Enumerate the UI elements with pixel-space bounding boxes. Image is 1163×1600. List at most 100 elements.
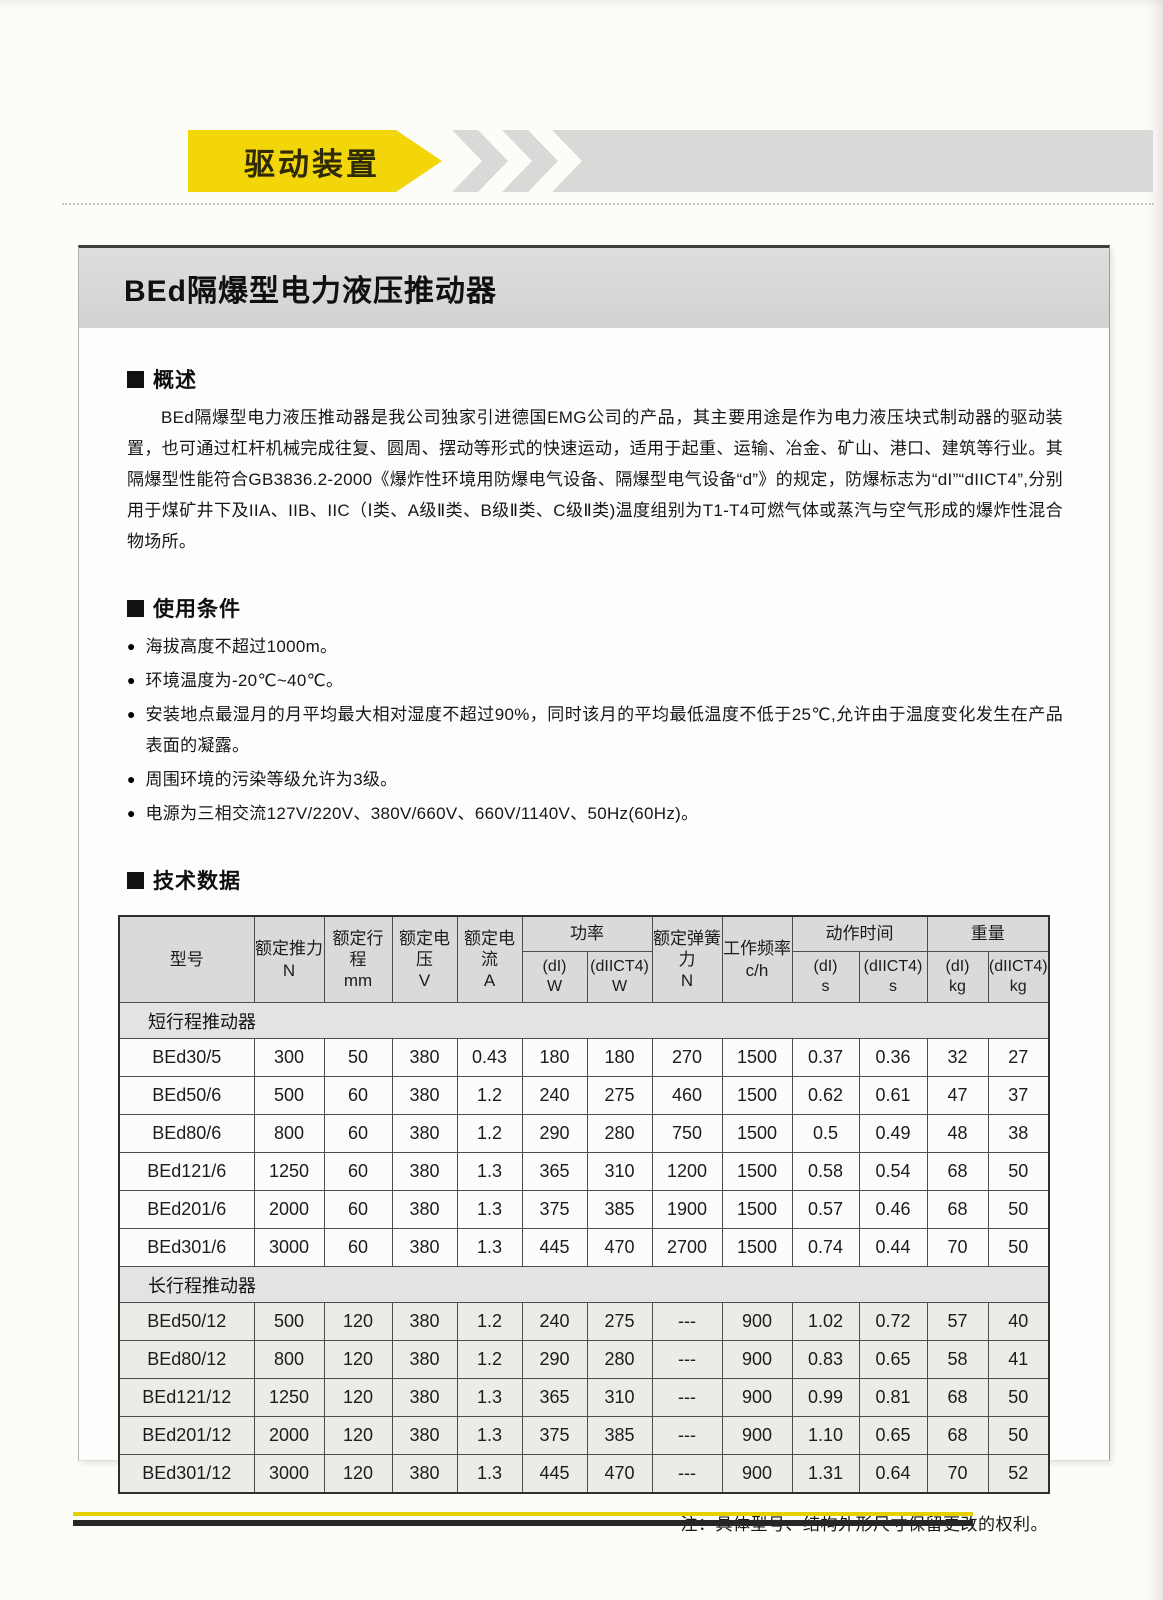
value-cell: 800 xyxy=(253,1114,325,1153)
value-cell: 0.36 xyxy=(858,1038,928,1077)
value-cell: 180 xyxy=(586,1038,653,1077)
value-cell: 445 xyxy=(521,1228,588,1267)
value-cell: 0.74 xyxy=(791,1228,860,1267)
value-cell: 1.3 xyxy=(456,1416,523,1455)
value-cell: 50 xyxy=(987,1152,1050,1191)
col-header-current: 额定电流 A xyxy=(456,915,523,1003)
value-cell: 1.3 xyxy=(456,1378,523,1417)
value-cell: 47 xyxy=(926,1076,989,1115)
circle-bullet-icon: ● xyxy=(127,805,136,821)
value-cell: --- xyxy=(651,1416,723,1455)
value-cell: 0.54 xyxy=(858,1152,928,1191)
condition-item: ● 环境温度为-20℃~40℃。 xyxy=(127,665,1063,696)
value-cell: 70 xyxy=(926,1228,989,1267)
value-cell: 0.72 xyxy=(858,1302,928,1341)
value-cell: 120 xyxy=(323,1454,393,1494)
value-cell: 1.2 xyxy=(456,1076,523,1115)
value-cell: 470 xyxy=(586,1228,653,1267)
value-cell: 310 xyxy=(586,1152,653,1191)
table-row: BEd201/6 2000 60 380 1.3 375 385 1900 1500 0.57 0.… xyxy=(118,1190,1050,1229)
value-cell: 52 xyxy=(987,1454,1050,1494)
value-cell: --- xyxy=(651,1302,723,1341)
value-cell: 0.58 xyxy=(791,1152,860,1191)
model-cell: BEd50/6 xyxy=(118,1076,255,1115)
value-cell: 1.2 xyxy=(456,1340,523,1379)
value-cell: 275 xyxy=(586,1076,653,1115)
square-bullet-icon xyxy=(127,370,144,388)
value-cell: 1250 xyxy=(253,1378,325,1417)
value-cell: 900 xyxy=(721,1378,793,1417)
value-cell: 60 xyxy=(323,1076,393,1115)
section-heading-overview: 概述 xyxy=(127,364,1063,394)
value-cell: 380 xyxy=(391,1302,458,1341)
value-cell: 1.02 xyxy=(791,1302,860,1341)
value-cell: 470 xyxy=(586,1454,653,1494)
sub-header-power-diict4: (dIICT4) W xyxy=(586,951,653,1003)
value-cell: 60 xyxy=(323,1114,393,1153)
value-cell: 1.10 xyxy=(791,1416,860,1455)
value-cell: 460 xyxy=(651,1076,723,1115)
value-cell: 68 xyxy=(926,1152,989,1191)
condition-item: ● 周围环境的污染等级允许为3级。 xyxy=(127,764,1063,795)
condition-item: ● 海拔高度不超过1000m。 xyxy=(127,631,1063,662)
value-cell: 50 xyxy=(987,1416,1050,1455)
table-row: BEd50/6 500 60 380 1.2 240 275 460 1500 0.62 0.61 4… xyxy=(118,1076,1050,1115)
section-heading-label: 概述 xyxy=(153,369,197,392)
value-cell: 60 xyxy=(323,1190,393,1229)
value-cell: 37 xyxy=(987,1076,1050,1115)
circle-bullet-icon: ● xyxy=(127,706,136,722)
value-cell: 3000 xyxy=(253,1454,325,1494)
group-label: 短行程推动器 xyxy=(118,1002,1050,1039)
value-cell: 1.31 xyxy=(791,1454,860,1494)
value-cell: 380 xyxy=(391,1076,458,1115)
value-cell: 385 xyxy=(586,1416,653,1455)
value-cell: 300 xyxy=(253,1038,325,1077)
section-heading-label: 使用条件 xyxy=(153,598,241,621)
value-cell: 750 xyxy=(651,1114,723,1153)
model-cell: BEd30/5 xyxy=(118,1038,255,1077)
model-cell: BEd50/12 xyxy=(118,1302,255,1341)
value-cell: 0.49 xyxy=(858,1114,928,1153)
model-cell: BEd201/6 xyxy=(118,1190,255,1229)
value-cell: 120 xyxy=(323,1302,393,1341)
table-row: BEd121/6 1250 60 380 1.3 365 310 1200 1500 0.58 0.… xyxy=(118,1152,1050,1191)
value-cell: 1500 xyxy=(721,1076,793,1115)
value-cell: 365 xyxy=(521,1152,588,1191)
value-cell: 120 xyxy=(323,1378,393,1417)
condition-text: 海拔高度不超过1000m。 xyxy=(145,637,338,656)
value-cell: 0.46 xyxy=(858,1190,928,1229)
value-cell: 1500 xyxy=(721,1038,793,1077)
sub-header-power-di: (dI) W xyxy=(521,951,588,1003)
banner-arrow: 驱动装置 xyxy=(188,130,442,192)
col-header-spring: 额定弹簧力 N xyxy=(651,915,723,1003)
sub-header-time-diict4: (dIICT4) s xyxy=(858,951,928,1003)
value-cell: 50 xyxy=(987,1228,1050,1267)
value-cell: 380 xyxy=(391,1454,458,1494)
value-cell: 2000 xyxy=(253,1416,325,1455)
value-cell: 58 xyxy=(926,1340,989,1379)
value-cell: 900 xyxy=(721,1302,793,1341)
dotted-divider xyxy=(62,203,1154,205)
value-cell: 3000 xyxy=(253,1228,325,1267)
value-cell: 240 xyxy=(521,1302,588,1341)
table-row: BEd50/12 500 120 380 1.2 240 275 --- 900 1.02 0.72… xyxy=(118,1302,1050,1341)
value-cell: 270 xyxy=(651,1038,723,1077)
section-heading-specs: 技术数据 xyxy=(127,865,1063,895)
value-cell: 800 xyxy=(253,1340,325,1379)
table-row: BEd121/12 1250 120 380 1.3 365 310 --- 900 0.99 0.… xyxy=(118,1378,1050,1417)
value-cell: 50 xyxy=(987,1378,1050,1417)
table-row: BEd301/6 3000 60 380 1.3 445 470 2700 1500 0.74 0.… xyxy=(118,1228,1050,1267)
footer-yellow-rule xyxy=(73,1512,973,1516)
col-header-power: 功率 xyxy=(521,915,653,952)
chevron-right-icon xyxy=(452,130,508,192)
value-cell: 0.44 xyxy=(858,1228,928,1267)
content-body: 概述 BEd隔爆型电力液压推动器是我公司独家引进德国EMG公司的产品，其主要用途… xyxy=(79,364,1109,1535)
model-cell: BEd80/6 xyxy=(118,1114,255,1153)
col-header-model: 型号 xyxy=(118,915,255,1003)
value-cell: 0.65 xyxy=(858,1340,928,1379)
sub-header-weight-diict4: (dIICT4) kg xyxy=(987,951,1050,1003)
value-cell: 48 xyxy=(926,1114,989,1153)
conditions-list: ● 海拔高度不超过1000m。 ● 环境温度为-20℃~40℃。 ● 安装地点最湿月的月平… xyxy=(127,631,1063,829)
group-row: 短行程推动器 xyxy=(118,1002,1050,1039)
value-cell: 275 xyxy=(586,1302,653,1341)
